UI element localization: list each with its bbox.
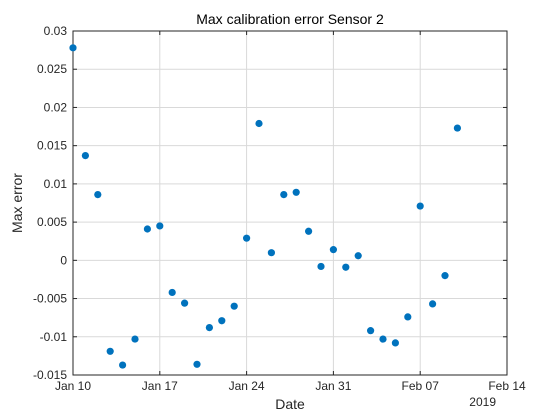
data-point	[243, 234, 251, 242]
y-tick-labels: 0.03 0.025 0.02 0.015 0.01 0.005 0 -0.005 -0.01 -…	[33, 24, 67, 382]
data-point	[267, 249, 275, 257]
x-tick-label: Feb 14	[488, 379, 526, 393]
data-point	[280, 190, 288, 199]
y-tick-label: 0.025	[37, 62, 67, 76]
y-tick-label: 0.005	[37, 215, 67, 229]
x-tick-label: Feb 07	[402, 379, 440, 393]
data-point	[230, 302, 238, 310]
x-tick-label: Jan 24	[229, 379, 265, 393]
data-point	[379, 335, 387, 343]
data-point	[292, 188, 300, 196]
x-tick-labels: Jan 10 Jan 17 Jan 24 Jan 31 Feb 07 Feb 14	[55, 379, 526, 393]
data-point	[367, 327, 375, 335]
chart-title: Max calibration error Sensor 2	[196, 11, 384, 27]
data-point	[119, 361, 127, 369]
x-axis-year-label: 2019	[469, 395, 496, 409]
data-point	[305, 227, 313, 235]
y-tick-label: -0.005	[33, 292, 67, 306]
data-point	[181, 299, 189, 307]
data-point	[255, 119, 263, 128]
data-points	[69, 44, 461, 369]
data-point	[218, 317, 226, 325]
x-tick-label: Jan 31	[315, 379, 351, 393]
x-axis-label: Date	[275, 396, 305, 412]
data-point	[354, 252, 362, 260]
y-tick-label: 0	[60, 253, 67, 267]
data-point	[106, 347, 114, 355]
x-tick-label: Jan 17	[142, 379, 178, 393]
data-point	[329, 246, 337, 254]
axes-frame	[72, 30, 508, 376]
y-tick-label: -0.01	[40, 330, 68, 344]
y-tick-label: 0.03	[44, 24, 68, 38]
data-point	[342, 263, 350, 271]
y-tick-label: -0.015	[33, 368, 67, 382]
data-point	[441, 272, 449, 280]
data-point	[429, 300, 437, 308]
data-point	[94, 190, 102, 199]
axes-background	[73, 31, 507, 375]
data-point	[453, 124, 461, 132]
data-point	[193, 360, 201, 368]
y-tick-label: 0.01	[44, 177, 68, 191]
y-axis-label: Max error	[9, 173, 25, 233]
y-tick-label: 0.015	[37, 139, 67, 153]
data-point	[143, 225, 151, 233]
data-point	[391, 339, 399, 347]
data-point	[81, 152, 89, 160]
y-tick-label: 0.02	[44, 100, 68, 114]
data-point	[156, 222, 164, 230]
data-point	[69, 44, 77, 52]
tick-marks	[72, 30, 508, 376]
data-point	[168, 288, 176, 297]
x-tick-label: Jan 10	[55, 379, 91, 393]
data-point	[131, 335, 139, 343]
data-point	[404, 313, 412, 321]
data-point	[205, 324, 213, 332]
data-point	[317, 262, 325, 271]
data-point	[416, 202, 424, 210]
